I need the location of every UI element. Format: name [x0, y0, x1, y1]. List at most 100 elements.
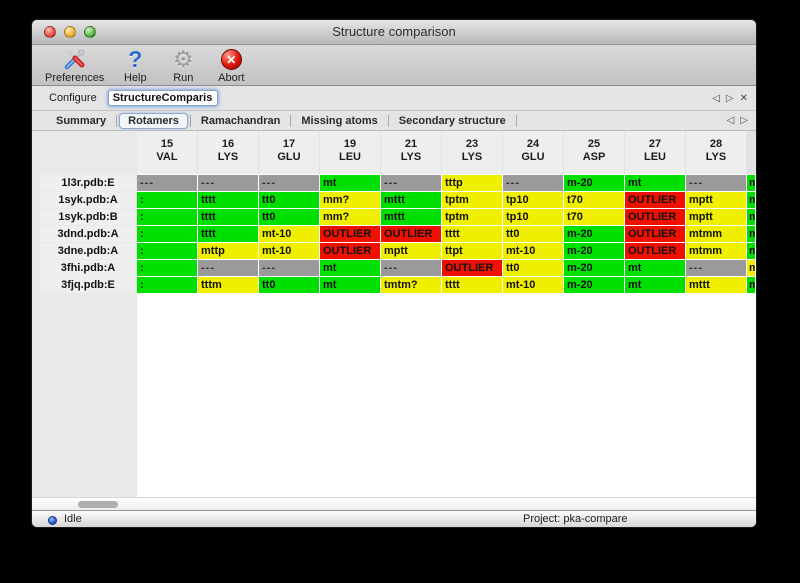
rotamer-cell[interactable]: tttm [198, 277, 258, 293]
column-header[interactable]: 21 LYS [381, 131, 441, 174]
rotamer-cell[interactable]: : [137, 243, 197, 259]
rotamer-cell[interactable]: --- [259, 260, 319, 276]
rotamer-cell[interactable]: OUTLIER [625, 226, 685, 242]
zoom-window-button[interactable] [84, 26, 96, 38]
rotamer-cell[interactable]: OUTLIER [381, 226, 441, 242]
rotamer-cell[interactable]: m-20 [564, 226, 624, 242]
rotamer-cell[interactable]: mt [625, 175, 685, 191]
rotamer-cell[interactable]: tt0 [503, 260, 563, 276]
rotamer-cell[interactable]: mtmm [686, 243, 746, 259]
rotamer-cell[interactable]: tt0 [259, 277, 319, 293]
rotamer-cell[interactable]: mt [625, 260, 685, 276]
rotamer-cell-clipped[interactable]: m [747, 209, 755, 225]
rotamer-cell-clipped[interactable]: m [747, 260, 755, 276]
column-header[interactable]: 28 LYS [686, 131, 746, 174]
rotamer-cell[interactable]: OUTLIER [625, 192, 685, 208]
rotamer-cell[interactable]: ttpt [442, 243, 502, 259]
rotamer-cell-clipped[interactable]: m [747, 192, 755, 208]
row-label[interactable]: 3dne.pdb:A [40, 243, 136, 259]
tab-missing-atoms[interactable]: Missing atoms [301, 114, 378, 127]
rotamer-cell[interactable]: m-20 [564, 243, 624, 259]
rotamer-cell[interactable]: tt0 [503, 226, 563, 242]
column-header[interactable]: 19 LEU [320, 131, 380, 174]
scrollbar-thumb[interactable] [78, 501, 118, 508]
rotamer-cell[interactable]: : [137, 192, 197, 208]
rotamer-cell[interactable]: OUTLIER [625, 243, 685, 259]
rotamer-cell[interactable]: mt [320, 277, 380, 293]
rotamer-cell[interactable]: mm? [320, 209, 380, 225]
rotamer-cell[interactable]: mttt [686, 277, 746, 293]
rotamer-cell[interactable]: mt-10 [503, 277, 563, 293]
rotamer-cell[interactable]: m-20 [564, 277, 624, 293]
column-header[interactable]: 15 VAL [137, 131, 197, 174]
rotamer-cell[interactable]: mttt [381, 192, 441, 208]
rotamer-cell[interactable]: OUTLIER [320, 226, 380, 242]
rotamer-cell[interactable]: mt [320, 175, 380, 191]
rotamer-cell[interactable]: --- [259, 175, 319, 191]
rotamer-cell[interactable]: tt0 [259, 209, 319, 225]
rotamer-cell-clipped[interactable]: m [747, 243, 755, 259]
rotamer-cell[interactable]: tttt [198, 209, 258, 225]
tab-secondary-structure[interactable]: Secondary structure [398, 114, 506, 127]
abort-button[interactable]: ✕ Abort [214, 45, 248, 84]
rotamer-cell[interactable]: t70 [564, 209, 624, 225]
rotamer-cell[interactable]: tp10 [503, 192, 563, 208]
rotamer-cell[interactable]: tptm [442, 192, 502, 208]
rotamer-cell[interactable]: mttt [381, 209, 441, 225]
rotamer-cell[interactable]: mptt [686, 209, 746, 225]
row-label[interactable]: 1l3r.pdb:E [40, 175, 136, 191]
rotamer-cell[interactable]: m-20 [564, 175, 624, 191]
column-header[interactable]: 25 ASP [564, 131, 624, 174]
rotamer-cell[interactable]: OUTLIER [625, 209, 685, 225]
rotamer-cell[interactable]: tttp [442, 175, 502, 191]
title-bar[interactable]: Structure comparison [32, 20, 756, 45]
rotamer-cell[interactable]: tttt [198, 192, 258, 208]
rotamer-cell[interactable]: --- [686, 175, 746, 191]
row-label[interactable]: 3dnd.pdb:A [40, 226, 136, 242]
rotamer-cell-clipped[interactable]: m [747, 226, 755, 242]
rotamer-cell-clipped[interactable]: m [747, 277, 755, 293]
column-header[interactable]: 27 LEU [625, 131, 685, 174]
rotamer-cell[interactable]: --- [503, 175, 563, 191]
rotamer-cell[interactable]: OUTLIER [320, 243, 380, 259]
rotamer-cell[interactable]: OUTLIER [442, 260, 502, 276]
rotamer-cell[interactable]: mttp [198, 243, 258, 259]
close-window-button[interactable] [44, 26, 56, 38]
rotamer-cell[interactable]: tt0 [259, 192, 319, 208]
row-label[interactable]: 1syk.pdb:B [40, 209, 136, 225]
rotamer-cell[interactable]: tttt [442, 277, 502, 293]
help-button[interactable]: ? Help [118, 45, 152, 84]
minimize-window-button[interactable] [64, 26, 76, 38]
rotamer-cell[interactable]: mptt [686, 192, 746, 208]
rotamer-cell[interactable]: : [137, 260, 197, 276]
rotamer-cell[interactable]: mt-10 [259, 226, 319, 242]
rotamer-cell[interactable]: mt-10 [259, 243, 319, 259]
column-header[interactable]: 23 LYS [442, 131, 502, 174]
row-label[interactable]: 3fhi.pdb:A [40, 260, 136, 276]
rotamer-cell[interactable]: : [137, 277, 197, 293]
config-close-icon[interactable]: ✕ [739, 92, 748, 104]
tab-ramachandran[interactable]: Ramachandran [200, 114, 281, 127]
rotamer-cell[interactable]: tttt [198, 226, 258, 242]
rotamer-cell[interactable]: --- [381, 260, 441, 276]
horizontal-scrollbar[interactable] [32, 497, 756, 510]
tab-next-icon[interactable]: ▷ [740, 115, 748, 126]
rotamer-cell[interactable]: --- [137, 175, 197, 191]
rotamer-cell[interactable]: mm? [320, 192, 380, 208]
rotamer-cell[interactable]: tmtm? [381, 277, 441, 293]
rotamer-cell[interactable]: --- [198, 260, 258, 276]
run-button[interactable]: ⚙ Run [166, 45, 200, 84]
rotamer-cell[interactable]: mt [625, 277, 685, 293]
rotamer-cell[interactable]: mt-10 [503, 243, 563, 259]
rotamer-cell-clipped[interactable]: m [747, 175, 755, 191]
rotamer-cell[interactable]: tptm [442, 209, 502, 225]
rotamer-cell[interactable]: : [137, 226, 197, 242]
column-header[interactable]: 17 GLU [259, 131, 319, 174]
rotamer-cell[interactable]: mtmm [686, 226, 746, 242]
rotamer-cell[interactable]: tttt [442, 226, 502, 242]
tab-rotamers[interactable]: Rotamers [119, 112, 188, 129]
rotamer-cell[interactable]: mt [320, 260, 380, 276]
column-header[interactable]: 16 LYS [198, 131, 258, 174]
row-label[interactable]: 1syk.pdb:A [40, 192, 136, 208]
configuration-name-input[interactable] [107, 90, 218, 106]
